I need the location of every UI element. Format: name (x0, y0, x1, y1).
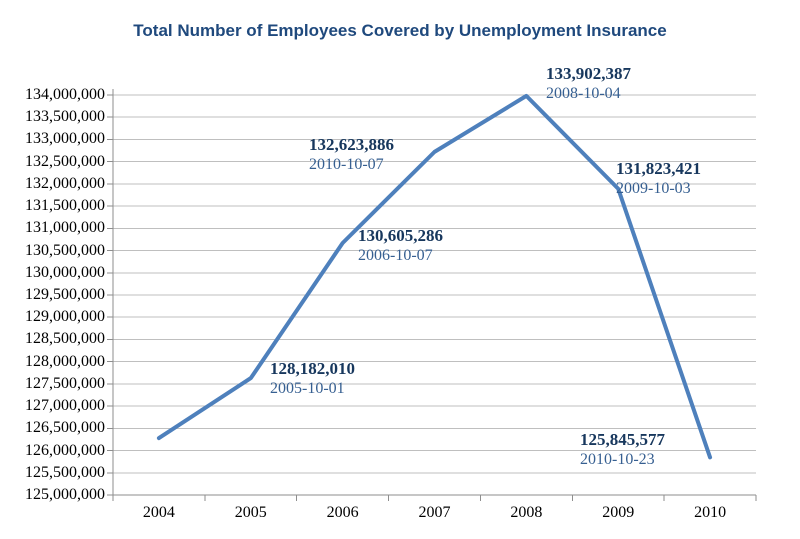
y-axis-tick-label: 127,000,000 (25, 397, 105, 415)
y-axis-tick-label: 130,500,000 (25, 241, 105, 259)
y-axis-tick-label: 131,500,000 (25, 197, 105, 215)
x-axis-tick-label: 2007 (418, 504, 451, 521)
y-axis-tick-label: 125,500,000 (25, 463, 105, 481)
point-annotation: 132,623,886 2010-10-07 (309, 135, 394, 175)
annotation-value: 128,182,010 (270, 359, 355, 378)
point-annotation: 125,845,577 2010-10-23 (580, 430, 665, 470)
chart-title: Total Number of Employees Covered by Une… (133, 21, 667, 40)
annotation-value: 131,823,421 (616, 159, 701, 178)
x-axis-tick-label: 2008 (510, 504, 543, 521)
annotation-value: 130,605,286 (358, 226, 443, 245)
annotation-date: 2009-10-03 (616, 180, 691, 197)
y-axis-tick-label: 130,000,000 (25, 263, 105, 281)
y-axis-tick-label: 129,500,000 (25, 286, 105, 303)
y-axis-tick-label: 128,000,000 (25, 352, 105, 370)
point-annotation: 131,823,421 2009-10-03 (616, 159, 701, 199)
y-axis-tick-label: 125,000,000 (25, 486, 105, 503)
y-axis-tick-label: 129,000,000 (25, 308, 105, 326)
annotation-value: 132,623,886 (309, 135, 394, 154)
y-axis-tick-label: 126,000,000 (25, 441, 105, 459)
annotation-value: 125,845,577 (580, 430, 665, 449)
y-axis-tick-label: 128,500,000 (25, 330, 105, 348)
y-axis-tick-label: 127,500,000 (25, 374, 105, 392)
y-axis-tick-label: 132,000,000 (25, 174, 105, 192)
data-line (156, 93, 713, 460)
point-annotation: 128,182,010 2005-10-01 (270, 359, 355, 399)
y-axis-tick-label: 132,500,000 (25, 152, 105, 170)
y-axis-tick-label: 134,000,000 (25, 86, 105, 103)
point-annotation: 130,605,286 2006-10-07 (358, 226, 443, 266)
x-axis-tick-label: 2004 (142, 504, 175, 521)
annotation-date: 2010-10-23 (580, 451, 655, 468)
annotation-date: 2008-10-04 (546, 85, 621, 102)
point-annotation: 133,902,387 2008-10-04 (546, 64, 631, 104)
x-axis-tick-label: 2009 (602, 504, 635, 521)
annotation-date: 2005-10-01 (270, 380, 345, 397)
y-axis-tick-label: 133,000,000 (25, 130, 105, 148)
y-axis-tick-label: 131,000,000 (25, 219, 105, 237)
y-axis-tick-label: 126,500,000 (25, 419, 105, 437)
annotation-value: 133,902,387 (546, 64, 631, 83)
annotation-date: 2010-10-07 (309, 156, 384, 173)
annotation-date: 2006-10-07 (358, 247, 433, 264)
x-axis-tick-label: 2005 (234, 504, 267, 521)
x-axis-tick-label: 2006 (326, 504, 359, 521)
y-axis-tick-label: 133,500,000 (25, 108, 105, 126)
x-axis-tick-label: 2010 (694, 504, 727, 521)
